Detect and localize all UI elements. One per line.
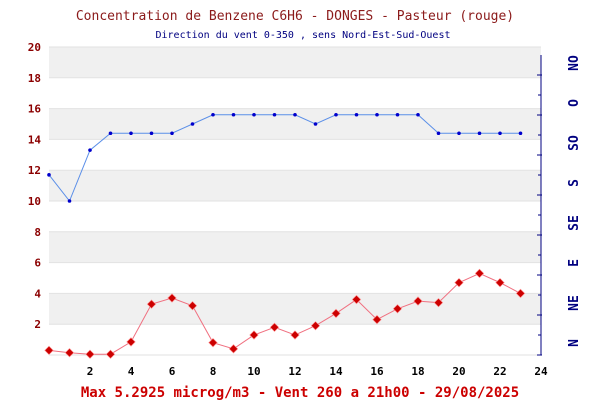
data-point-wind bbox=[354, 112, 359, 117]
x-tick-label: 6 bbox=[169, 365, 176, 378]
data-point-benzene bbox=[208, 338, 218, 348]
series-wind bbox=[47, 112, 523, 203]
series-line-benzene bbox=[48, 272, 521, 355]
chart-subtitle: Direction du vent 0-350 , sens Nord-Est-… bbox=[155, 30, 450, 41]
data-point-benzene bbox=[187, 301, 198, 311]
data-point-wind bbox=[436, 131, 441, 136]
data-point-wind bbox=[47, 173, 51, 177]
grid-band bbox=[49, 293, 541, 325]
y-tick-label: 18 bbox=[28, 72, 41, 85]
x-tick-label: 10 bbox=[247, 365, 260, 378]
data-point-wind bbox=[170, 131, 174, 136]
grid-band bbox=[49, 47, 541, 78]
chart-title: Concentration de Benzene C6H6 - DONGES -… bbox=[76, 9, 514, 24]
x-tick-label: 20 bbox=[452, 365, 465, 378]
data-point-wind bbox=[231, 112, 236, 117]
x-tick-label: 14 bbox=[329, 365, 343, 378]
data-point-wind bbox=[375, 112, 379, 117]
grid-band bbox=[49, 170, 541, 201]
data-point-benzene bbox=[495, 277, 505, 288]
y-tick-label: 16 bbox=[28, 103, 42, 116]
x-axis-ticks: 2 4 6 8 10 12 14 16 18 20 22 24 bbox=[87, 365, 548, 378]
data-point-wind bbox=[108, 131, 113, 136]
y-tick-label: 6 bbox=[34, 257, 41, 270]
data-point-wind bbox=[498, 131, 502, 136]
data-point-benzene bbox=[392, 304, 403, 314]
grid-lines bbox=[49, 46, 541, 356]
data-point-wind bbox=[211, 112, 215, 117]
data-point-benzene bbox=[515, 288, 526, 299]
data-point-benzene bbox=[310, 321, 321, 331]
y-tick-label: 14 bbox=[28, 133, 42, 146]
data-point-wind bbox=[129, 131, 133, 136]
data-point-benzene bbox=[269, 322, 280, 332]
data-point-benzene bbox=[105, 349, 116, 359]
data-point-wind bbox=[293, 112, 297, 117]
x-tick-label: 8 bbox=[210, 365, 217, 378]
x-tick-label: 22 bbox=[493, 365, 506, 378]
data-point-wind bbox=[272, 112, 277, 117]
chart-footer: Max 5.2925 microg/m3 - Vent 260 a 21h00 … bbox=[81, 385, 519, 400]
series-line-wind bbox=[48, 114, 521, 202]
data-point-benzene bbox=[290, 330, 300, 340]
x-tick-label: 12 bbox=[288, 365, 301, 378]
wind-direction-label: E bbox=[567, 259, 582, 267]
y-tick-label: 4 bbox=[34, 287, 41, 300]
data-point-benzene bbox=[433, 297, 444, 308]
data-point-wind bbox=[252, 112, 256, 117]
data-point-wind bbox=[416, 112, 420, 117]
data-point-wind bbox=[67, 199, 72, 203]
data-point-benzene bbox=[228, 344, 239, 354]
data-point-benzene bbox=[44, 345, 54, 356]
data-point-wind bbox=[395, 112, 400, 117]
data-point-benzene bbox=[413, 296, 423, 306]
data-point-benzene bbox=[85, 349, 95, 359]
data-point-benzene bbox=[167, 293, 177, 303]
data-point-benzene bbox=[64, 348, 75, 358]
x-tick-label: 2 bbox=[87, 365, 94, 378]
wind-direction-label: SE bbox=[567, 215, 582, 231]
x-tick-label: 24 bbox=[534, 365, 548, 378]
y-tick-label: 20 bbox=[28, 41, 41, 54]
data-point-wind bbox=[477, 131, 482, 136]
x-tick-label: 16 bbox=[370, 365, 384, 378]
wind-direction-axis: N NE E SE S SO O NO bbox=[537, 55, 582, 356]
data-point-wind bbox=[457, 131, 461, 136]
wind-direction-label: O bbox=[567, 99, 582, 107]
data-point-benzene bbox=[474, 268, 485, 279]
data-point-wind bbox=[518, 131, 523, 136]
y-tick-label: 2 bbox=[34, 318, 41, 331]
x-tick-label: 18 bbox=[411, 365, 424, 378]
wind-direction-label: NE bbox=[567, 295, 582, 311]
data-point-wind bbox=[88, 148, 92, 152]
data-point-benzene bbox=[351, 294, 362, 305]
y-axis-ticks: 2 4 6 8 10 12 14 16 18 20 bbox=[28, 41, 42, 331]
data-point-wind bbox=[334, 112, 338, 117]
y-tick-label: 8 bbox=[34, 226, 41, 239]
data-point-benzene bbox=[146, 299, 157, 309]
wind-direction-label: N bbox=[567, 339, 582, 347]
wind-direction-label: SO bbox=[567, 135, 582, 151]
x-tick-label: 4 bbox=[128, 365, 135, 378]
y-tick-label: 10 bbox=[28, 195, 41, 208]
grid-bands bbox=[49, 47, 541, 325]
grid-band bbox=[49, 231, 541, 263]
data-point-wind bbox=[190, 122, 195, 126]
series-benzene bbox=[44, 268, 526, 359]
series-layer bbox=[44, 112, 526, 359]
data-point-benzene bbox=[126, 337, 136, 347]
wind-direction-label: NO bbox=[567, 55, 582, 71]
data-point-benzene bbox=[454, 277, 464, 288]
data-point-wind bbox=[313, 122, 318, 126]
data-point-wind bbox=[149, 131, 154, 136]
data-point-benzene bbox=[249, 330, 259, 340]
data-point-benzene bbox=[331, 308, 341, 319]
data-point-benzene bbox=[372, 314, 382, 325]
wind-direction-label: S bbox=[567, 179, 582, 187]
y-tick-label: 12 bbox=[28, 164, 41, 177]
